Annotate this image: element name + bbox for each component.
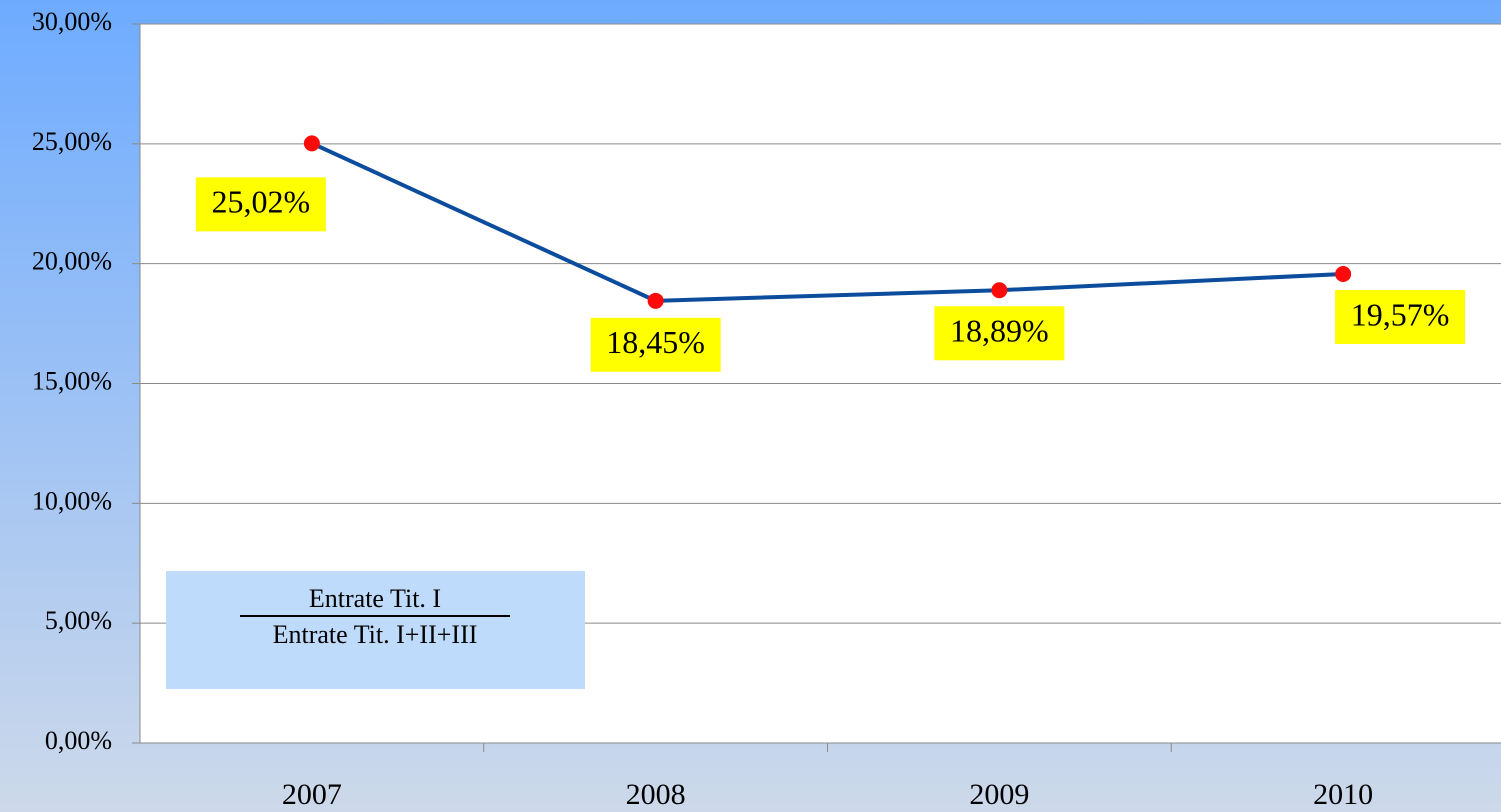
x-tick-label: 2009 — [969, 778, 1029, 811]
annotation-denominator: Entrate Tit. I+II+III — [273, 620, 478, 649]
data-label: 19,57% — [1351, 296, 1450, 332]
x-tick-label: 2010 — [1313, 778, 1373, 811]
y-tick-label: 25,00% — [32, 127, 112, 156]
marker — [1335, 265, 1352, 282]
data-label: 25,02% — [212, 184, 311, 220]
line — [311, 141, 1344, 303]
y-tick-label: 30,00% — [32, 7, 112, 36]
annotation-box — [166, 571, 585, 689]
annotation-numerator: Entrate Tit. I — [309, 584, 441, 613]
y-tick-label: 0,00% — [45, 726, 112, 755]
y-tick-label: 15,00% — [32, 366, 112, 395]
y-tick-label: 5,00% — [45, 606, 112, 635]
data-label-box — [195, 177, 326, 232]
y-tick-label: 20,00% — [32, 247, 112, 276]
data-label: 18,89% — [950, 313, 1049, 349]
y-tick-label: 10,00% — [32, 486, 112, 515]
data-label-box — [590, 317, 721, 372]
marker — [647, 292, 664, 309]
marker — [303, 135, 320, 152]
data-label-box — [934, 306, 1065, 361]
data-label-box — [1335, 289, 1466, 344]
x-tick-label: 2008 — [626, 778, 686, 811]
data-label: 18,45% — [606, 324, 705, 360]
marker — [991, 282, 1008, 299]
x-tick-label: 2007 — [282, 778, 342, 811]
